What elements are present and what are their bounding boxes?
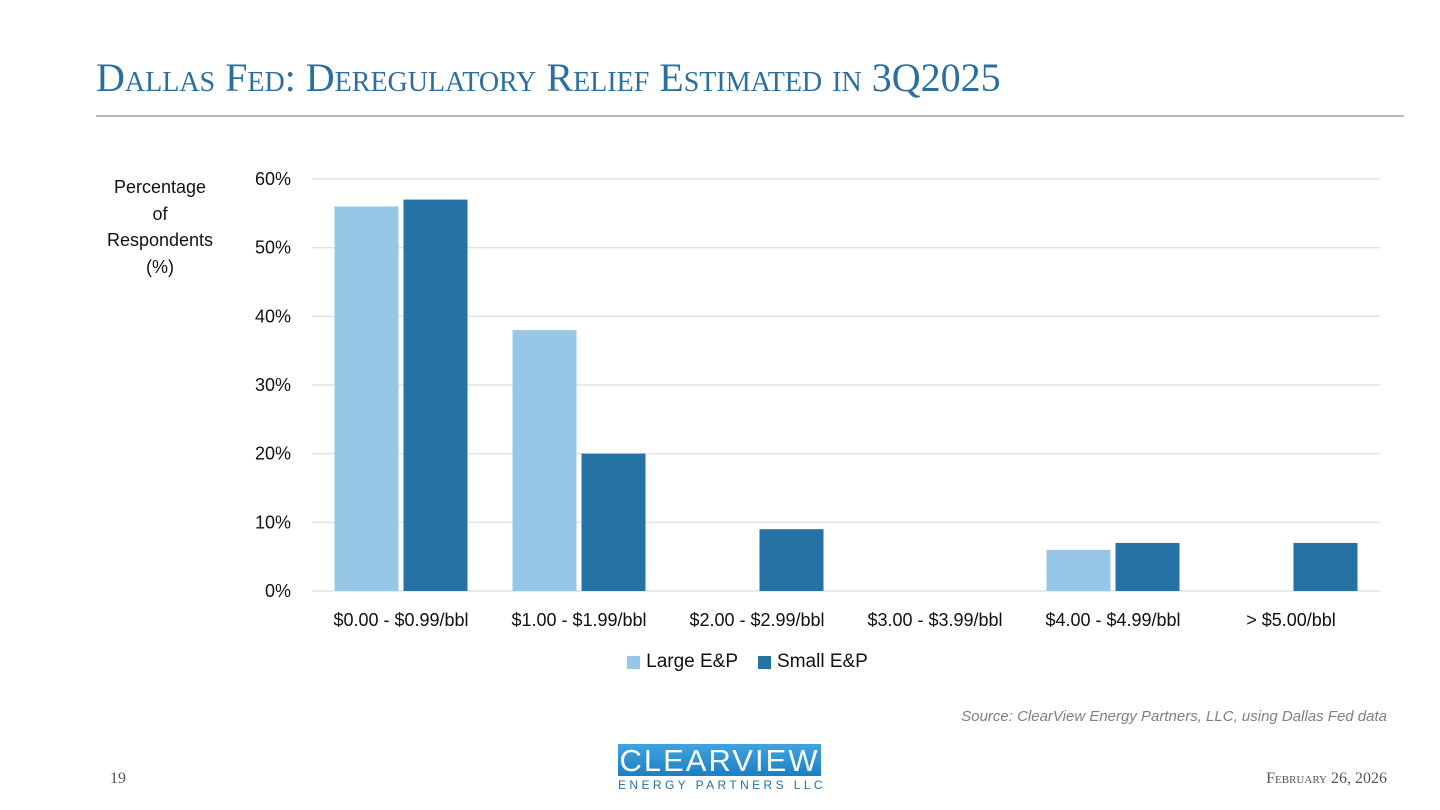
bar-large-ep: [334, 206, 399, 591]
slide-title: Dallas Fed: Deregulatory Relief Estimate…: [96, 55, 1001, 100]
bar-small-ep: [581, 453, 646, 591]
x-tick-label: > $5.00/bbl: [1246, 610, 1336, 630]
y-axis-label-line: of: [152, 203, 168, 224]
title-divider: [96, 115, 1404, 117]
bar-large-ep: [1046, 549, 1111, 591]
bar-large-ep: [512, 330, 577, 591]
legend-item-small-ep: Small E&P: [758, 651, 868, 673]
clearview-logo: CLEARVIEW ENERGY PARTNERS LLC: [618, 744, 826, 792]
slide-date: February 26, 2026: [1266, 770, 1387, 787]
y-tick-label: 20%: [255, 444, 291, 464]
logo-wordmark: CLEARVIEW: [618, 744, 821, 776]
y-tick-label: 50%: [255, 238, 291, 258]
y-tick-label: 30%: [255, 375, 291, 395]
x-tick-label: $2.00 - $2.99/bbl: [689, 610, 824, 630]
legend-swatch-large-ep: [627, 655, 641, 669]
legend-label: Large E&P: [646, 651, 739, 672]
y-axis-label-line: Respondents: [106, 230, 214, 250]
y-tick-label: 40%: [255, 306, 291, 326]
y-axis-label: Percentage of Respondents (%): [92, 174, 228, 280]
y-tick-label: 60%: [255, 169, 291, 189]
y-tick-label: 0%: [265, 581, 291, 601]
x-tick-label: $4.00 - $4.99/bbl: [1045, 610, 1180, 630]
legend-label: Small E&P: [777, 651, 868, 672]
x-tick-label: $0.00 - $0.99/bbl: [333, 610, 468, 630]
legend: Large E&P Small E&P: [0, 651, 1440, 673]
logo-tagline: ENERGY PARTNERS LLC: [618, 778, 826, 792]
bar-small-ep: [759, 529, 824, 591]
bar-small-ep: [1293, 542, 1358, 591]
bar-small-ep: [1115, 542, 1180, 591]
y-tick-label: 10%: [255, 512, 291, 532]
bar-small-ep: [403, 199, 468, 591]
y-axis-label-line: (%): [146, 256, 174, 277]
x-tick-label: $3.00 - $3.99/bbl: [867, 610, 1002, 630]
legend-item-large-ep: Large E&P: [627, 651, 738, 673]
page-number: 19: [110, 770, 126, 787]
bar-chart: 0% 10% 20% 30% 40% 50% 60% $0.00 - $0.99/bbl $1.…: [255, 169, 1380, 630]
x-tick-label: $1.00 - $1.99/bbl: [511, 610, 646, 630]
legend-swatch-small-ep: [758, 655, 772, 669]
y-axis-label-line: Percentage: [113, 177, 207, 197]
source-note: Source: ClearView Energy Partners, LLC, …: [961, 708, 1387, 725]
